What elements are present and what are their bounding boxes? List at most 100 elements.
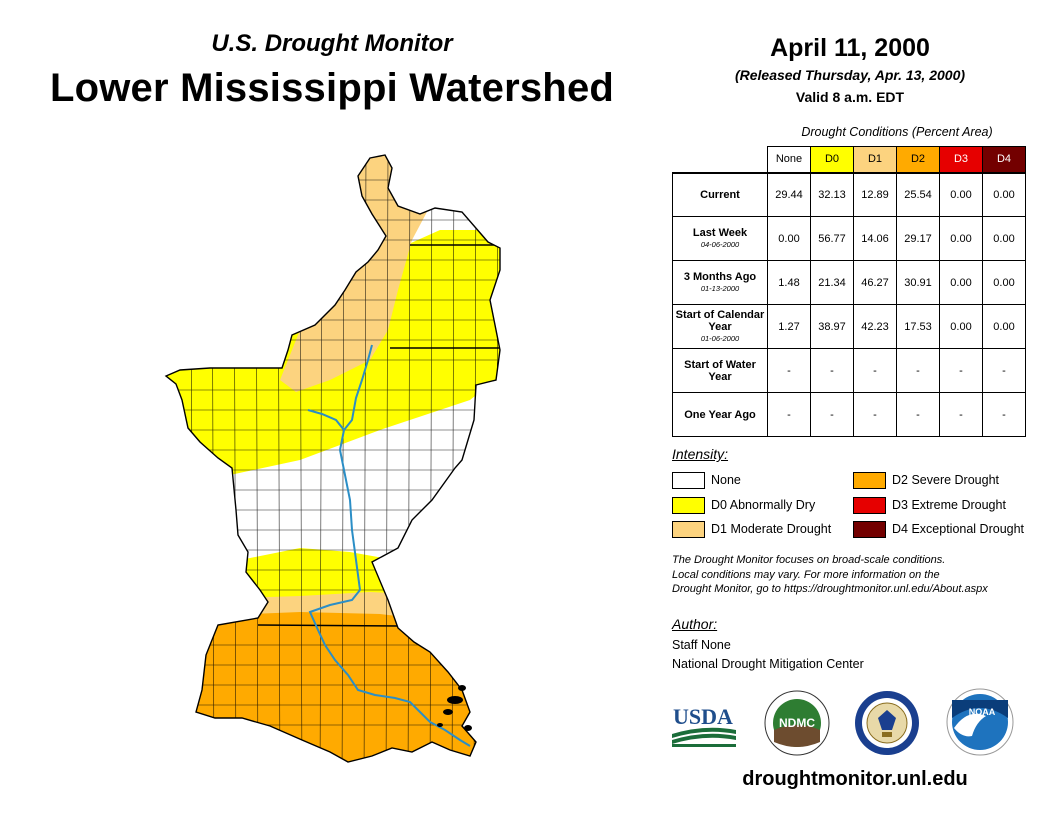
row-label: 3 Months Ago 01-13-2000	[672, 260, 768, 305]
table-cell: 29.17	[896, 216, 940, 261]
table-cell: 12.89	[853, 171, 897, 217]
table-row: 3 Months Ago 01-13-2000 1.48 21.34 46.27 30.9…	[672, 260, 1026, 305]
table-cell: 1.48	[767, 260, 811, 305]
table-cell: -	[982, 392, 1026, 437]
disclaimer-note: The Drought Monitor focuses on broad-sca…	[672, 553, 1052, 597]
author-name: Staff None	[672, 638, 731, 652]
noaa-logo: NOAA	[946, 688, 1014, 756]
row-label: Start of Water Year	[672, 348, 768, 393]
svg-text:NDMC: NDMC	[779, 716, 815, 730]
table-cell: -	[896, 392, 940, 437]
drought-map	[165, 154, 501, 763]
row-label: One Year Ago	[672, 392, 768, 437]
map-date: April 11, 2000	[770, 34, 930, 62]
legend-item-d4: D4 Exceptional Drought	[853, 520, 1024, 538]
legend-label: D0 Abnormally Dry	[711, 498, 816, 512]
legend-swatch	[672, 496, 705, 514]
map-subtitle: U.S. Drought Monitor	[211, 30, 453, 57]
map-title: Lower Mississippi Watershed	[49, 66, 615, 110]
legend-item-d2: D2 Severe Drought	[853, 471, 999, 489]
row-label-text: Start of Calendar Year	[675, 308, 765, 333]
legend-swatch	[672, 520, 705, 538]
table-row: Last Week 04-06-2000 0.00 56.77 14.06 29.17 0.…	[672, 216, 1026, 261]
state-boundaries	[257, 244, 500, 627]
author-org: National Drought Mitigation Center	[672, 657, 864, 671]
ndmc-logo: NDMC	[764, 690, 830, 756]
table-cell: -	[939, 348, 983, 393]
table-cell: 1.27	[767, 304, 811, 349]
mississippi-river	[307, 344, 471, 747]
table-cell: 0.00	[982, 171, 1026, 217]
row-date: 01-06-2000	[700, 333, 740, 343]
table-row: Start of Calendar Year 01-06-2000 1.27 38.9…	[672, 304, 1026, 349]
table-cell: -	[853, 348, 897, 393]
table-cell: 46.27	[853, 260, 897, 305]
table-cell: 0.00	[939, 304, 983, 349]
conditions-table-title: Drought Conditions (Percent Area)	[801, 125, 993, 139]
row-label-text: 3 Months Ago	[683, 270, 757, 283]
col-header-d4: D4	[982, 146, 1026, 173]
table-row: Start of Water Year - - - - - -	[672, 348, 1026, 393]
table-cell: 0.00	[939, 260, 983, 305]
legend-item-d1: D1 Moderate Drought	[672, 520, 831, 538]
col-header-d2: D2	[896, 146, 940, 173]
row-label: Current	[672, 171, 768, 217]
table-cell: 42.23	[853, 304, 897, 349]
table-cell: 0.00	[767, 216, 811, 261]
col-header-d0: D0	[810, 146, 854, 173]
note-line: The Drought Monitor focuses on broad-sca…	[672, 554, 946, 566]
row-label-text: Start of Water Year	[684, 358, 756, 383]
legend-swatch	[853, 496, 886, 514]
table-cell: 0.00	[939, 171, 983, 217]
legend-item-d3: D3 Extreme Drought	[853, 496, 1006, 514]
coastal-islands	[437, 685, 472, 731]
row-label-text: One Year Ago	[684, 408, 756, 421]
drought-conditions-table: None D0 D1 D2 D3 D4 Current 29.44 32.13 12.…	[672, 146, 1026, 437]
table-cell: -	[810, 392, 854, 437]
table-cell: -	[810, 348, 854, 393]
svg-text:NOAA: NOAA	[969, 707, 996, 717]
table-cell: -	[767, 392, 811, 437]
website-url: droughtmonitor.unl.edu	[742, 768, 968, 790]
legend-label: D4 Exceptional Drought	[892, 522, 1025, 536]
table-cell: 32.13	[810, 171, 854, 217]
legend-title: Intensity:	[672, 446, 729, 462]
table-cell: -	[853, 392, 897, 437]
table-row: Current 29.44 32.13 12.89 25.54 0.00 0.00	[672, 171, 1026, 217]
table-cell: 14.06	[853, 216, 897, 261]
table-cell: 56.77	[810, 216, 854, 261]
note-line: Drought Monitor, go to https://droughtmo…	[672, 583, 988, 595]
col-header-d1: D1	[853, 146, 897, 173]
table-cell: -	[982, 348, 1026, 393]
legend-label: None	[711, 473, 741, 487]
row-label-text: Current	[700, 188, 740, 201]
usda-logo: USDA	[672, 704, 736, 747]
legend-label: D3 Extreme Drought	[892, 498, 1006, 512]
legend-swatch	[853, 471, 886, 489]
table-cell: 29.44	[767, 171, 811, 217]
table-cell: -	[896, 348, 940, 393]
table-cell: -	[939, 392, 983, 437]
table-cell: 0.00	[939, 216, 983, 261]
table-cell: -	[767, 348, 811, 393]
table-cell: 25.54	[896, 171, 940, 217]
table-cell: 0.00	[982, 260, 1026, 305]
row-date: 01-13-2000	[700, 283, 740, 293]
release-date: (Released Thursday, Apr. 13, 2000)	[734, 67, 966, 83]
legend-label: D2 Severe Drought	[892, 473, 1000, 487]
table-cell: 0.00	[982, 216, 1026, 261]
row-label: Last Week 04-06-2000	[672, 216, 768, 261]
table-corner	[673, 147, 768, 173]
legend-item-none: None	[672, 471, 741, 489]
table-cell: 17.53	[896, 304, 940, 349]
valid-time: Valid 8 a.m. EDT	[795, 89, 905, 105]
row-date: 04-06-2000	[700, 239, 740, 249]
table-cell: 38.97	[810, 304, 854, 349]
svg-text:USDA: USDA	[673, 704, 733, 729]
table-cell: 30.91	[896, 260, 940, 305]
table-row: One Year Ago - - - - - -	[672, 392, 1026, 437]
table-cell: 0.00	[982, 304, 1026, 349]
table-cell: 21.34	[810, 260, 854, 305]
col-header-none: None	[767, 146, 811, 173]
col-header-d3: D3	[939, 146, 983, 173]
